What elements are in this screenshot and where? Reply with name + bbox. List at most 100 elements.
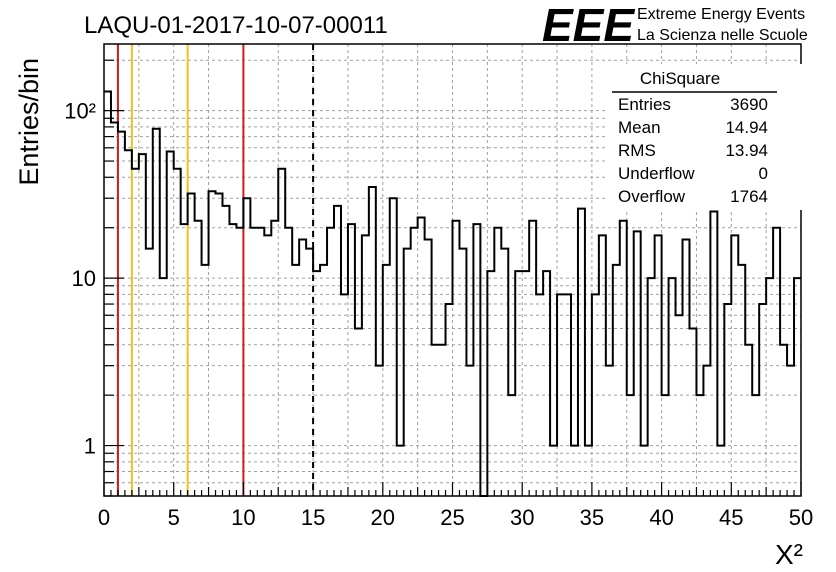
histogram-bin (571, 446, 578, 496)
stats-row-label: Underflow (618, 164, 695, 183)
histogram-bin (348, 224, 355, 496)
histogram-bin (167, 152, 174, 496)
histogram-bin (787, 366, 794, 496)
histogram-bin (376, 366, 383, 496)
histogram-bin (487, 271, 494, 496)
histogram-bin (759, 304, 766, 496)
histogram-bin (724, 304, 731, 496)
histogram-bin (585, 446, 592, 496)
x-tick-label: 0 (98, 505, 110, 530)
histogram-bin (780, 345, 787, 496)
histogram-bin (383, 265, 390, 496)
histogram-bin (662, 395, 669, 496)
histogram-bin (550, 446, 557, 496)
histogram-bin (264, 235, 271, 496)
histogram-bin (710, 211, 717, 496)
histogram-bin (146, 249, 153, 496)
histogram-bin (752, 395, 759, 496)
x-tick-label: 35 (580, 505, 604, 530)
histogram-bin (195, 221, 202, 496)
stats-row-label: Entries (618, 95, 671, 114)
stats-row-label: RMS (618, 141, 656, 160)
histogram-bin (243, 198, 250, 496)
histogram-bin (341, 294, 348, 496)
histogram-bin (320, 265, 327, 496)
histogram-bin (466, 366, 473, 496)
x-tick-label: 30 (510, 505, 534, 530)
histogram-bin (731, 235, 738, 496)
histogram-bin (669, 278, 676, 496)
histogram-bin (794, 278, 801, 496)
x-tick-label: 50 (789, 505, 813, 530)
x-tick-label: 5 (168, 505, 180, 530)
histogram-bin (543, 271, 550, 496)
histogram-bin (655, 235, 662, 496)
histogram-bin (174, 169, 181, 496)
axes: 0 5 10 15 20 25 30 35 40 45 50 1 10 10² (64, 43, 813, 530)
histogram-bin (717, 446, 724, 496)
histogram-bin (139, 154, 146, 496)
stats-row-value: 3690 (730, 95, 768, 114)
histogram-bin (599, 235, 606, 496)
histogram-bin (111, 122, 118, 496)
stats-box: ChiSquare Entries 3690 Mean 14.94 RMS 13.94 Un… (607, 64, 803, 210)
histogram-bin (613, 265, 620, 496)
histogram-bin (160, 278, 167, 496)
histogram-bin (209, 191, 216, 496)
histogram-bin (453, 221, 460, 496)
stats-row-value: 13.94 (725, 141, 768, 160)
histogram-bin (313, 271, 320, 496)
histogram-bin (689, 329, 696, 496)
histogram-bin (683, 240, 690, 496)
histogram-bin (236, 228, 243, 496)
histogram-bin (536, 294, 543, 496)
histogram-bin (501, 249, 508, 496)
histogram-bin (676, 315, 683, 496)
histogram-bin (390, 198, 397, 496)
x-tick-label: 45 (719, 505, 743, 530)
histogram-bin (153, 129, 160, 496)
x-axis-label: X² (775, 539, 803, 570)
x-tick-label: 10 (231, 505, 255, 530)
histogram-bin (508, 395, 515, 496)
histogram-bin (473, 224, 480, 496)
histogram-bin (271, 221, 278, 496)
histogram-bin (299, 240, 306, 496)
histogram-bin (738, 265, 745, 496)
histogram-bin (216, 194, 223, 496)
histogram-bin (745, 345, 752, 496)
stats-row-value: 0 (759, 164, 768, 183)
y-axis-label: Entries/bin (14, 58, 44, 186)
histogram-bin (181, 224, 188, 496)
histogram-bin (355, 329, 362, 496)
x-tick-label: 40 (649, 505, 673, 530)
histogram-bin (327, 228, 334, 496)
histogram-bin (188, 194, 195, 496)
histogram-bin (418, 218, 425, 496)
histogram-bin (432, 345, 439, 496)
histogram-bin (634, 231, 641, 496)
histogram-bin (125, 150, 132, 496)
histogram-bin (696, 395, 703, 496)
histogram-bin (648, 278, 655, 496)
histogram-bin (278, 169, 285, 496)
histogram-bin (306, 249, 313, 496)
stats-row-label: Mean (618, 118, 661, 137)
histogram-bin (425, 240, 432, 496)
histogram-outline (104, 90, 801, 497)
histogram-bin (641, 446, 648, 496)
histogram-bin (202, 265, 209, 496)
histogram-bin (557, 294, 564, 496)
logo-line-2: La Scienza nelle Scuole (637, 27, 808, 44)
y-tick-label: 1 (84, 434, 96, 459)
y-tick-label: 10 (72, 266, 96, 291)
stats-box-background (607, 64, 803, 210)
x-tick-label: 15 (301, 505, 325, 530)
histogram-bin (222, 206, 229, 496)
histogram-bin (564, 294, 571, 496)
histogram-bin (522, 271, 529, 496)
histogram-bin (627, 395, 634, 496)
stats-row-label: Overflow (618, 187, 686, 206)
histogram-bin (620, 221, 627, 496)
